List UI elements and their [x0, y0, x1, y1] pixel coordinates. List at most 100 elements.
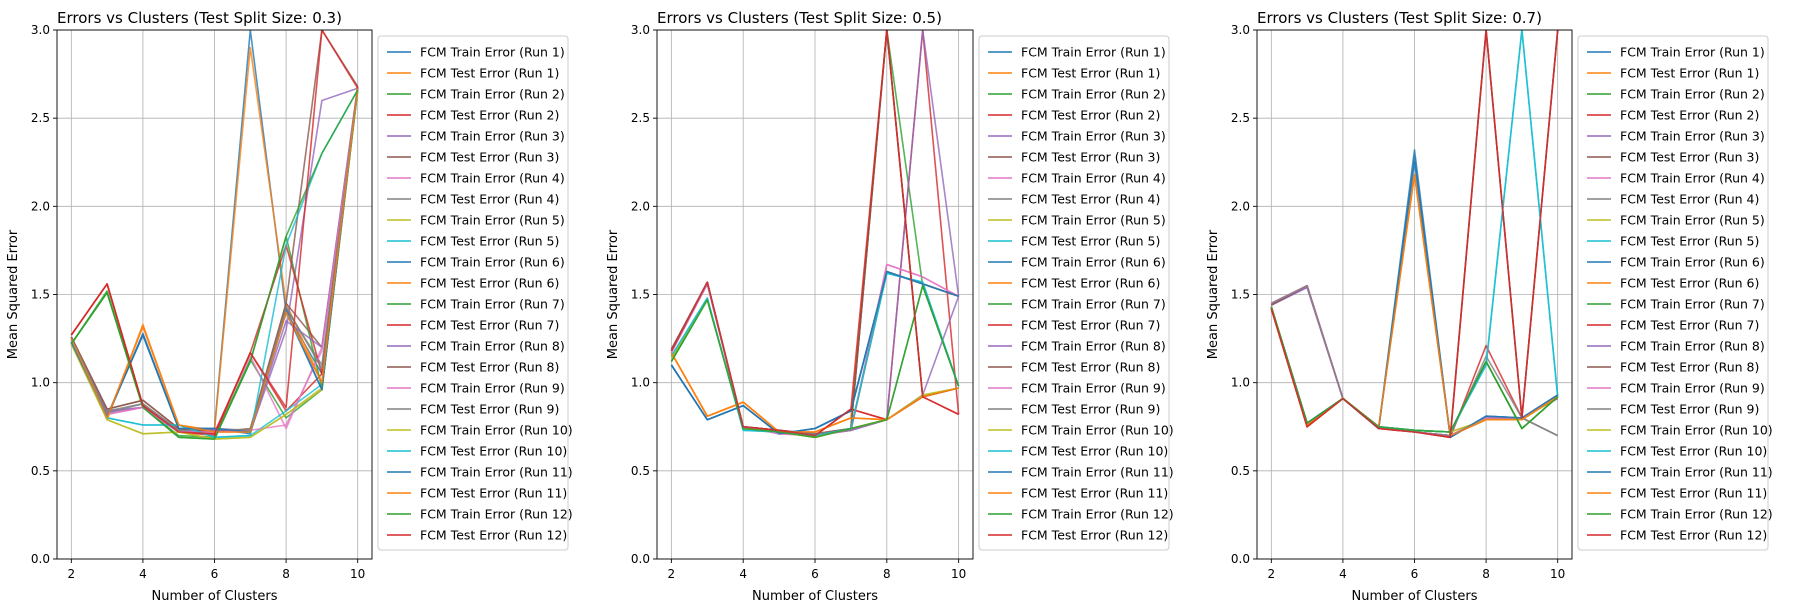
legend-entry: FCM Test Error (Run 5) [1021, 234, 1160, 249]
legend-entry: FCM Test Error (Run 8) [420, 360, 559, 375]
y-tick-label: 0.0 [631, 552, 650, 566]
x-tick-label: 8 [282, 567, 290, 581]
series-line-23 [70, 89, 359, 440]
x-tick-label: 10 [951, 567, 966, 581]
legend-entry: FCM Test Error (Run 1) [1021, 66, 1160, 81]
legend-entry: FCM Test Error (Run 7) [420, 318, 559, 333]
legend: FCM Train Error (Run 1) FCM Test Error (R… [1577, 35, 1773, 551]
legend: FCM Train Error (Run 1) FCM Test Error (R… [978, 35, 1174, 551]
chart-panel-2: 2 4 6 8 10 0.0 0.5 1.0 1.5 2.0 2.5 3.0 Errors vs Clu… [606, 9, 1174, 604]
legend-box [377, 35, 569, 551]
y-tick-label: 2.5 [31, 111, 50, 125]
legend-entry: FCM Test Error (Run 6) [1021, 276, 1160, 291]
legend-entry: FCM Train Error (Run 7) [420, 297, 565, 312]
legend-entry: FCM Train Error (Run 9) [420, 381, 565, 396]
chart-title: Errors vs Clusters (Test Split Size: 0.5… [657, 9, 942, 27]
legend-entry: FCM Train Error (Run 8) [1021, 339, 1166, 354]
legend-entry: FCM Train Error (Run 12) [1021, 507, 1174, 522]
y-tick-label: 0.5 [31, 464, 50, 478]
legend-entry: FCM Train Error (Run 4) [1021, 171, 1166, 186]
y-tick-label: 3.0 [631, 23, 650, 37]
legend-entry: FCM Train Error (Run 2) [1620, 87, 1765, 102]
y-tick-label: 1.0 [1231, 376, 1250, 390]
legend-entry: FCM Train Error (Run 5) [1620, 213, 1765, 228]
series-line-24 [670, 30, 959, 437]
legend-entry: FCM Train Error (Run 3) [1021, 129, 1166, 144]
chart-panel-1: 2 4 6 8 10 0.0 0.5 1.0 1.5 2.0 2.5 3.0 Errors vs Clu… [6, 9, 573, 604]
legend-entry: FCM Test Error (Run 10) [1021, 444, 1168, 459]
y-tick-label: 1.0 [631, 376, 650, 390]
x-tick-label: 8 [883, 567, 891, 581]
legend-entry: FCM Train Error (Run 8) [420, 339, 565, 354]
legend-entry: FCM Test Error (Run 7) [1021, 318, 1160, 333]
legend-entry: FCM Train Error (Run 11) [1620, 465, 1773, 480]
y-axis-label: Mean Squared Error [6, 229, 21, 359]
x-tick-label: 10 [350, 567, 365, 581]
series-line-23 [1270, 306, 1559, 433]
legend-entry: FCM Test Error (Run 9) [1620, 402, 1759, 417]
legend-entry: FCM Test Error (Run 3) [1021, 150, 1160, 165]
legend-entry: FCM Test Error (Run 8) [1620, 360, 1759, 375]
y-axis-label: Mean Squared Error [606, 229, 621, 359]
legend-entry: FCM Train Error (Run 6) [420, 255, 565, 270]
y-axis-label: Mean Squared Error [1206, 229, 1221, 359]
y-tick-label: 0.0 [31, 552, 50, 566]
x-tick-label: 2 [67, 567, 75, 581]
y-tick-label: 2.0 [1231, 199, 1250, 213]
legend-entry: FCM Test Error (Run 11) [420, 486, 567, 501]
series-lines [1270, 30, 1559, 439]
x-tick-label: 6 [1411, 567, 1419, 581]
legend-entry: FCM Test Error (Run 5) [420, 234, 559, 249]
legend-entry: FCM Test Error (Run 4) [1620, 192, 1759, 207]
legend-entry: FCM Test Error (Run 11) [1021, 486, 1168, 501]
legend-entry: FCM Test Error (Run 12) [1021, 528, 1168, 543]
legend-entry: FCM Test Error (Run 12) [420, 528, 567, 543]
y-tick-label: 1.5 [31, 288, 50, 302]
legend-entry: FCM Train Error (Run 10) [1620, 423, 1773, 438]
series-lines [70, 30, 359, 440]
legend-entry: FCM Train Error (Run 4) [1620, 171, 1765, 186]
y-tick-label: 1.5 [631, 288, 650, 302]
legend-entry: FCM Train Error (Run 10) [420, 423, 573, 438]
legend-entry: FCM Train Error (Run 9) [1620, 381, 1765, 396]
legend-entry: FCM Test Error (Run 9) [420, 402, 559, 417]
legend-entry: FCM Test Error (Run 2) [420, 108, 559, 123]
y-tick-label: 3.0 [1231, 23, 1250, 37]
x-axis-label: Number of Clusters [752, 589, 878, 604]
y-tick-label: 1.5 [1231, 288, 1250, 302]
legend-entry: FCM Train Error (Run 1) [420, 45, 565, 60]
legend-entry: FCM Train Error (Run 11) [1021, 465, 1174, 480]
legend-entry: FCM Test Error (Run 3) [420, 150, 559, 165]
legend-entry: FCM Train Error (Run 5) [1021, 213, 1166, 228]
legend: FCM Train Error (Run 1) FCM Test Error (R… [377, 35, 573, 551]
y-tick-label: 0.5 [631, 464, 650, 478]
legend-entry: FCM Train Error (Run 8) [1620, 339, 1765, 354]
y-tick-label: 1.0 [31, 376, 50, 390]
x-tick-label: 6 [811, 567, 819, 581]
legend-entry: FCM Train Error (Run 10) [1021, 423, 1174, 438]
legend-entry: FCM Train Error (Run 7) [1620, 297, 1765, 312]
legend-entry: FCM Test Error (Run 4) [420, 192, 559, 207]
legend-entry: FCM Train Error (Run 5) [420, 213, 565, 228]
y-tick-label: 3.0 [31, 23, 50, 37]
legend-entry: FCM Test Error (Run 8) [1021, 360, 1160, 375]
series-line-24 [1270, 30, 1559, 439]
series-line-22 [1270, 173, 1559, 437]
y-tick-label: 2.5 [1231, 111, 1250, 125]
legend-entry: FCM Test Error (Run 7) [1620, 318, 1759, 333]
x-tick-label: 10 [1550, 567, 1565, 581]
legend-entry: FCM Train Error (Run 3) [1620, 129, 1765, 144]
legend-entry: FCM Test Error (Run 9) [1021, 402, 1160, 417]
chart-title: Errors vs Clusters (Test Split Size: 0.3… [57, 9, 342, 27]
legend-entry: FCM Test Error (Run 4) [1021, 192, 1160, 207]
x-tick-label: 4 [739, 567, 747, 581]
x-tick-label: 2 [668, 567, 676, 581]
legend-entry: FCM Train Error (Run 6) [1620, 255, 1765, 270]
y-tick-label: 2.5 [631, 111, 650, 125]
legend-entry: FCM Test Error (Run 12) [1620, 528, 1767, 543]
legend-entry: FCM Test Error (Run 6) [420, 276, 559, 291]
chart-panel-3: 2 4 6 8 10 0.0 0.5 1.0 1.5 2.0 2.5 3.0 Errors vs Clu… [1206, 9, 1773, 604]
legend-entry: FCM Train Error (Run 12) [420, 507, 573, 522]
series-line-22 [670, 352, 959, 433]
legend-entry: FCM Train Error (Run 1) [1620, 45, 1765, 60]
